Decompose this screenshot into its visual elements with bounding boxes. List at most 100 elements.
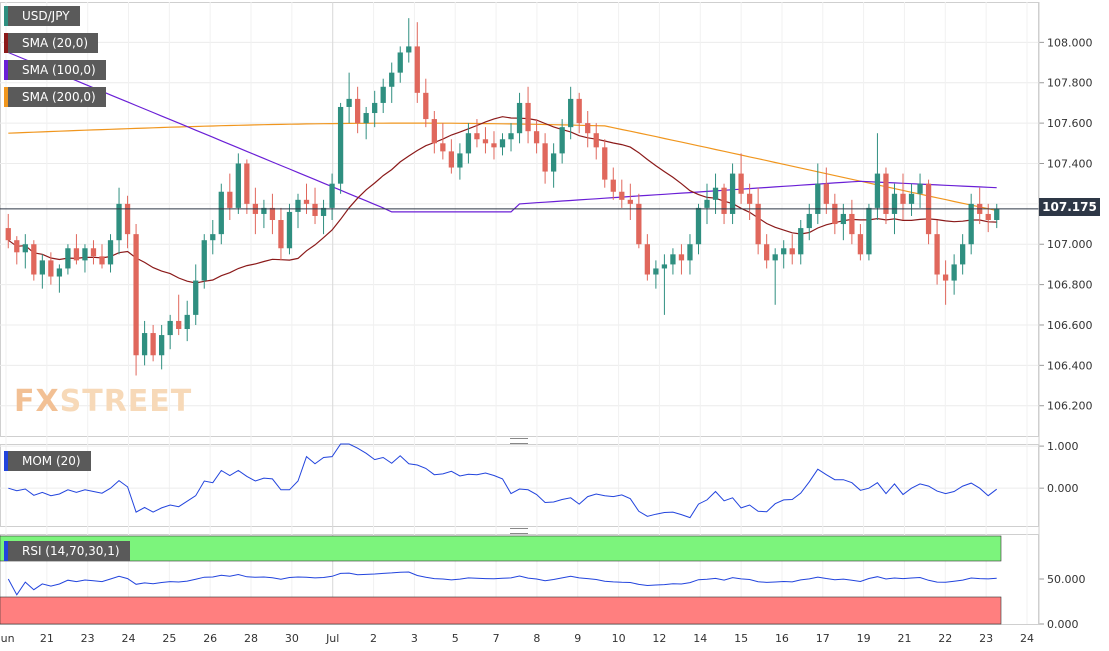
price-tick-label: 107.600 — [1047, 117, 1093, 130]
time-tick-label: 22 — [938, 632, 952, 645]
candle-body — [619, 191, 625, 200]
candle-body — [176, 320, 182, 330]
candle-body — [670, 254, 676, 265]
candle-body — [883, 173, 889, 214]
candle-body — [508, 133, 514, 140]
candle-body — [389, 72, 395, 87]
mom-tick-label: 1.000 — [1047, 440, 1079, 453]
candle-body — [678, 254, 685, 261]
candle-body — [48, 260, 54, 277]
candle-body — [840, 213, 846, 225]
candle-body — [516, 102, 523, 134]
time-tick-label: 23 — [81, 632, 95, 645]
candle-body — [866, 207, 872, 255]
time-tick-label: 14 — [693, 632, 707, 645]
candle-body — [482, 139, 489, 144]
time-tick-label: 15 — [734, 632, 748, 645]
candle-body — [124, 203, 131, 235]
candle-body — [951, 264, 957, 281]
candle-body — [823, 183, 829, 204]
sma100-line — [8, 51, 997, 213]
legend-sma100[interactable]: SMA (100,0) — [4, 60, 106, 80]
candle-body — [849, 213, 855, 235]
candle-body — [457, 153, 463, 168]
candle-body — [159, 335, 165, 356]
candle-body — [891, 193, 898, 214]
candle-body — [244, 163, 250, 204]
candle-body — [798, 228, 804, 255]
candle-body — [406, 46, 412, 53]
sma200-line — [8, 122, 997, 212]
candle-body — [704, 199, 710, 208]
candle-body — [116, 203, 122, 241]
candle-body — [568, 98, 574, 128]
candle-body — [576, 98, 582, 124]
candle-body — [448, 151, 455, 168]
candle-body — [82, 248, 88, 261]
mom-tick-label: 0.000 — [1047, 482, 1079, 495]
candle-body — [900, 193, 906, 204]
panel-resize-handle[interactable] — [510, 438, 528, 444]
legend-sma20[interactable]: SMA (20,0) — [4, 33, 99, 53]
time-tick-label: 8 — [533, 632, 540, 645]
candle-body — [193, 280, 199, 315]
candle-body — [286, 211, 293, 249]
price-tick-label: 106.200 — [1047, 400, 1093, 413]
candle-body — [218, 191, 224, 235]
candle-body — [73, 248, 80, 261]
candle-body — [431, 119, 437, 144]
candle-body — [278, 220, 284, 249]
price-tick-label: 106.400 — [1047, 359, 1093, 372]
candle-body — [107, 240, 114, 265]
candle-body — [210, 234, 216, 241]
time-tick-label: 17 — [816, 632, 830, 645]
time-tick-label: 7 — [493, 632, 500, 645]
candle-body — [14, 240, 20, 253]
panel-resize-handle[interactable] — [510, 528, 528, 534]
time-tick-label: 21 — [897, 632, 911, 645]
candle-body — [781, 248, 787, 255]
candle-body — [661, 264, 668, 269]
candle-body — [423, 92, 429, 120]
legend-sma200[interactable]: SMA (200,0) — [4, 87, 106, 107]
candle-body — [755, 203, 761, 245]
candle-body — [687, 244, 693, 261]
legend-mom[interactable]: MOM (20) — [4, 451, 91, 471]
time-tick-label: 28 — [244, 632, 258, 645]
candle-body — [329, 183, 335, 208]
candle-body — [602, 147, 608, 180]
candle-body — [295, 199, 301, 212]
time-tick-label: 16 — [775, 632, 789, 645]
time-tick-label: 24 — [1020, 632, 1034, 645]
candle-body — [397, 52, 403, 73]
mom-line — [8, 443, 998, 519]
candle-body — [414, 46, 420, 93]
candle-body — [908, 193, 915, 204]
legend-symbol[interactable]: USD/JPY — [4, 6, 80, 26]
candle-body — [712, 187, 719, 200]
candle-body — [372, 102, 378, 114]
candle-body — [874, 173, 881, 208]
legend-rsi[interactable]: RSI (14,70,30,1) — [4, 541, 130, 561]
candle-body — [721, 187, 727, 214]
mom-panel-frame — [0, 444, 1039, 527]
candle-body — [491, 143, 497, 148]
rsi-line — [7, 571, 997, 596]
candle-body — [968, 203, 974, 245]
watermark-street: STREET — [59, 384, 193, 419]
time-tick-label: Jul — [325, 632, 339, 645]
candle-body — [994, 208, 1000, 221]
candle-body — [960, 244, 966, 265]
rsi-overbought-zone — [0, 535, 1002, 562]
candle-body — [499, 139, 506, 148]
time-tick-label: 2 — [370, 632, 377, 645]
candle-body — [550, 153, 557, 172]
candle-body — [764, 244, 770, 261]
candle-body — [380, 86, 386, 103]
candle-body — [559, 127, 565, 154]
candle-body — [695, 207, 702, 245]
candle-body — [627, 199, 633, 204]
candle-body — [636, 203, 642, 245]
